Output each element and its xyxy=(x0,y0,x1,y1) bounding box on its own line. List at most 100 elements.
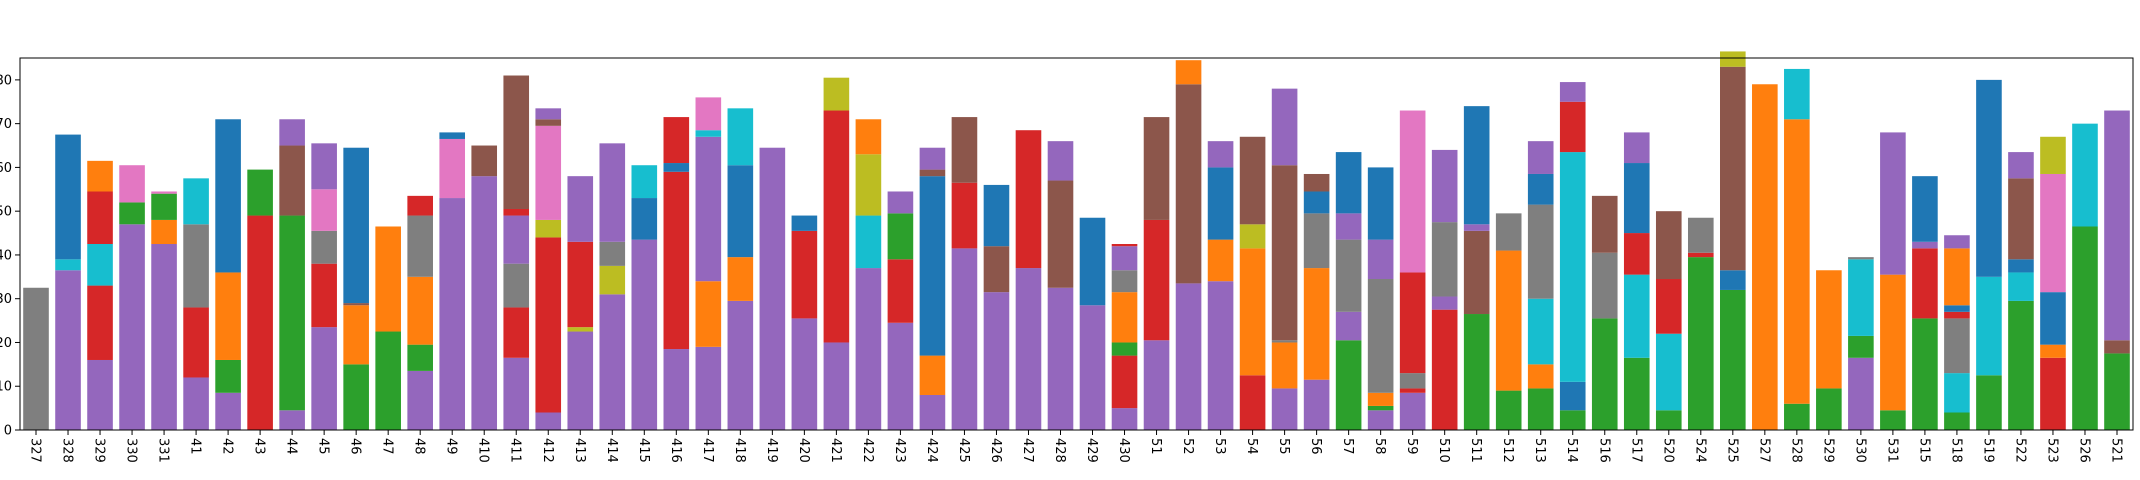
bar-segment-526-0 xyxy=(2072,226,2098,430)
x-tick-label: 423 xyxy=(892,438,907,463)
bar-segment-531-1 xyxy=(1880,274,1906,411)
bar-segment-411-4 xyxy=(503,208,530,216)
x-tick-label: 58 xyxy=(1372,438,1387,455)
x-tick-label: 420 xyxy=(796,438,811,463)
bar-segment-329-2 xyxy=(87,244,113,286)
bar-segment-413-0 xyxy=(567,331,594,430)
bar-segment-52-0 xyxy=(1175,283,1202,430)
y-tick-label: 50 xyxy=(0,205,12,220)
bar-segment-411-0 xyxy=(503,357,530,430)
bar-segment-329-3 xyxy=(87,191,113,244)
bar-segment-52-1 xyxy=(1175,84,1202,284)
bar-segment-514-4 xyxy=(1559,82,1586,102)
x-tick-label: 46 xyxy=(348,438,363,455)
bar-segment-516-0 xyxy=(1591,318,1618,430)
bar-segment-328-0 xyxy=(55,270,81,430)
bar-segment-49-0 xyxy=(439,198,466,430)
bar-segment-412-5 xyxy=(535,108,562,120)
bar-segment-519-0 xyxy=(1976,375,2002,430)
bar-segment-513-1 xyxy=(1527,364,1554,389)
x-tick-label: 517 xyxy=(1628,438,1643,463)
bar-segment-56-3 xyxy=(1303,191,1330,214)
bar-segment-48-0 xyxy=(407,370,433,430)
x-tick-label: 425 xyxy=(956,438,971,463)
bar-segment-518-2 xyxy=(1944,318,1970,374)
bar-segment-522-3 xyxy=(2008,178,2034,260)
bar-segment-510-3 xyxy=(1431,149,1458,223)
bar-segment-329-4 xyxy=(87,160,113,192)
x-tick-label: 429 xyxy=(1084,438,1099,463)
x-tick-label: 415 xyxy=(636,438,651,463)
y-tick-label: 70 xyxy=(0,117,12,132)
x-tick-label: 413 xyxy=(572,438,587,463)
bar-segment-515-2 xyxy=(1912,241,1938,249)
bar-segment-522-2 xyxy=(2008,259,2034,273)
bar-segment-411-1 xyxy=(503,307,530,358)
y-axis: 0 10 20 30 40 50 60 70 80 xyxy=(0,73,20,439)
bar-segment-57-4 xyxy=(1335,152,1362,214)
bar-segment-428-2 xyxy=(1047,141,1074,181)
bar-segment-416-3 xyxy=(663,117,690,164)
bar-segment-511-1 xyxy=(1463,230,1490,315)
x-tick-label: 427 xyxy=(1020,438,1035,463)
bar-segment-42-3 xyxy=(215,119,241,273)
bar-segment-522-1 xyxy=(2008,272,2034,301)
bar-segment-42-0 xyxy=(215,392,241,430)
bar-segment-45-3 xyxy=(311,189,337,231)
bar-segment-513-3 xyxy=(1527,204,1554,299)
bar-segment-58-3 xyxy=(1367,279,1394,393)
bar-segment-329-1 xyxy=(87,285,113,360)
bar-segment-514-0 xyxy=(1559,410,1586,430)
x-tick-label: 531 xyxy=(1884,438,1899,463)
bar-segment-424-2 xyxy=(919,176,946,356)
x-tick-label: 513 xyxy=(1532,438,1547,463)
x-tick-label: 512 xyxy=(1500,438,1515,463)
bar-segment-52-2 xyxy=(1175,60,1202,85)
bar-segment-422-2 xyxy=(855,154,882,216)
bar-segment-45-0 xyxy=(311,327,337,430)
bar-segment-44-2 xyxy=(279,145,305,216)
bar-segment-514-1 xyxy=(1559,381,1586,411)
x-tick-label: 417 xyxy=(700,438,715,463)
bar-segment-424-0 xyxy=(919,394,946,430)
bar-segment-418-1 xyxy=(727,257,754,301)
bar-segment-517-4 xyxy=(1623,132,1650,164)
bar-segment-59-3 xyxy=(1399,272,1426,374)
bar-segment-427-1 xyxy=(1015,130,1042,269)
bar-segment-43-0 xyxy=(247,215,273,430)
bar-segment-519-1 xyxy=(1976,276,2002,376)
x-tick-label: 515 xyxy=(1916,438,1931,463)
y-tick-label: 20 xyxy=(0,336,12,351)
x-tick-label: 328 xyxy=(60,438,75,463)
bar-segment-524-2 xyxy=(1687,217,1714,253)
bar-segment-513-4 xyxy=(1527,173,1554,205)
bar-segment-48-4 xyxy=(407,195,433,216)
bar-segment-413-2 xyxy=(567,241,594,328)
bar-segment-518-1 xyxy=(1944,373,1970,413)
bar-segment-415-0 xyxy=(631,239,658,430)
bar-segment-520-0 xyxy=(1655,410,1682,430)
x-tick-label: 418 xyxy=(732,438,747,463)
bar-segment-55-1 xyxy=(1271,342,1298,389)
bar-segment-412-2 xyxy=(535,219,562,238)
bar-segment-58-0 xyxy=(1367,410,1394,430)
bar-segment-430-5 xyxy=(1111,246,1138,271)
x-tick-label: 331 xyxy=(156,438,171,463)
bar-segment-413-1 xyxy=(567,327,594,332)
bar-segment-414-1 xyxy=(599,265,626,295)
bar-segment-57-0 xyxy=(1335,340,1362,430)
x-tick-label: 55 xyxy=(1276,438,1291,455)
bar-segment-41-2 xyxy=(183,224,209,308)
bar-segment-55-2 xyxy=(1271,340,1298,343)
bar-segment-423-2 xyxy=(887,213,914,260)
bar-segment-528-0 xyxy=(1784,403,1810,430)
bar-segment-53-1 xyxy=(1207,239,1234,282)
bar-segment-417-3 xyxy=(695,130,722,137)
bar-segment-425-2 xyxy=(951,117,978,183)
bar-segment-518-6 xyxy=(1944,235,1970,249)
bar-segment-43-1 xyxy=(247,169,273,216)
bar-segment-53-0 xyxy=(1207,281,1234,430)
bar-segment-58-2 xyxy=(1367,392,1394,406)
bar-segment-59-2 xyxy=(1399,373,1426,389)
bar-segment-41-1 xyxy=(183,307,209,378)
